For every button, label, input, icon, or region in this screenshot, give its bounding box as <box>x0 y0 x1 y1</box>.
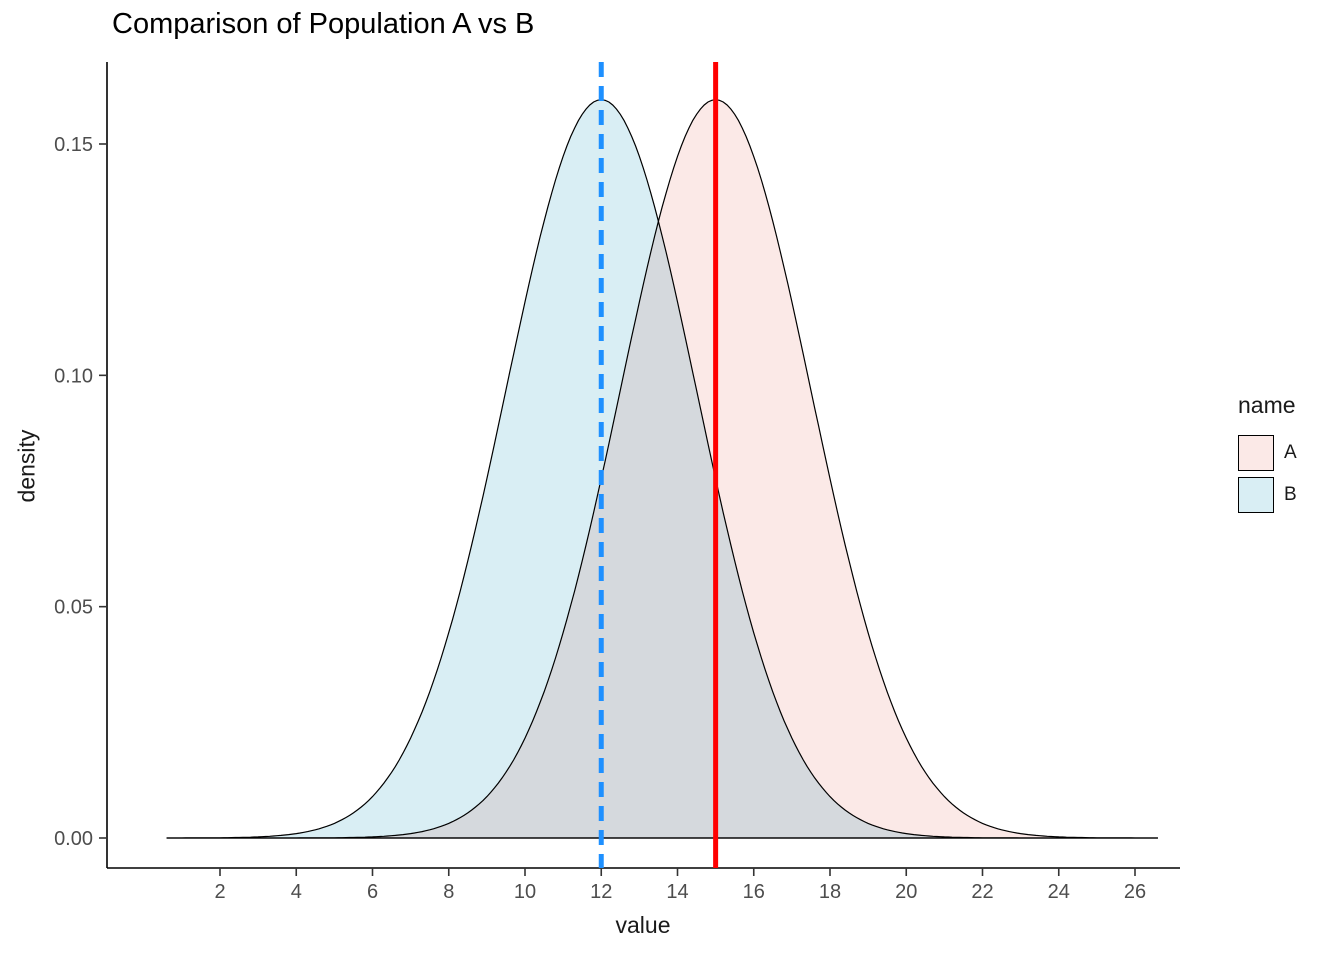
x-tick-label: 18 <box>819 881 841 903</box>
x-tick-label: 12 <box>590 881 612 903</box>
x-tick-label: 14 <box>666 881 688 903</box>
legend-swatch-A <box>1238 435 1274 471</box>
x-tick-label: 24 <box>1048 881 1070 903</box>
x-tick-label: 8 <box>443 881 454 903</box>
legend-title: name <box>1238 392 1296 418</box>
y-tick-label: 0.00 <box>54 828 93 850</box>
legend-label-B: B <box>1284 484 1297 505</box>
x-tick-label: 22 <box>971 881 993 903</box>
density-curve-A <box>166 99 1158 839</box>
x-tick-label: 26 <box>1124 881 1146 903</box>
y-tick-label: 0.05 <box>54 597 93 619</box>
x-tick-label: 6 <box>367 881 378 903</box>
x-tick-label: 16 <box>743 881 765 903</box>
chart-title: Comparison of Population A vs B <box>112 8 535 40</box>
x-tick-label: 20 <box>895 881 917 903</box>
legend-item-B: B <box>1238 477 1297 513</box>
x-axis-title: value <box>615 912 671 938</box>
y-tick-label: 0.15 <box>54 134 93 156</box>
x-tick-label: 10 <box>514 881 536 903</box>
x-tick-label: 4 <box>291 881 302 903</box>
legend-item-A: A <box>1238 435 1297 471</box>
x-tick-label: 2 <box>214 881 225 903</box>
y-tick-label: 0.10 <box>54 365 93 387</box>
legend-label-A: A <box>1284 442 1297 463</box>
legend-swatch-B <box>1238 477 1274 513</box>
